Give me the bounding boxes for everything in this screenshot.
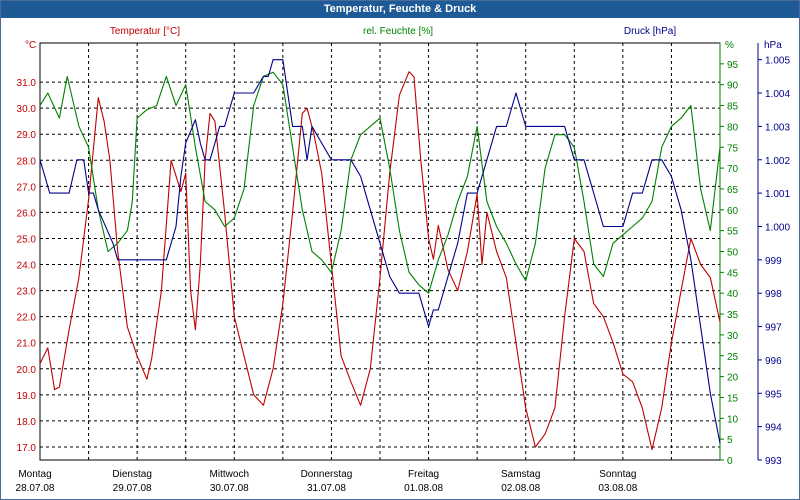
right-tick-label: 40 xyxy=(727,289,739,300)
legend-pressure: Druck [hPa] xyxy=(624,26,676,37)
temperature-line xyxy=(39,71,721,451)
day-date-label: 02.08.08 xyxy=(501,483,540,494)
day-name-label: Dienstag xyxy=(112,469,151,480)
legend-temperature: Temperatur [°C] xyxy=(110,26,180,37)
right-tick-label: 5 xyxy=(727,435,733,446)
right-tick-label: 15 xyxy=(727,393,739,404)
day-date-label: 29.07.08 xyxy=(113,483,152,494)
right2-tick-label: 994 xyxy=(765,423,782,434)
left-tick-label: 17.0 xyxy=(17,443,37,454)
left-tick-label: 22.0 xyxy=(17,313,37,324)
right2-tick-label: 1.005 xyxy=(765,56,790,67)
left-tick-label: 25.0 xyxy=(17,234,37,245)
right-tick-label: 25 xyxy=(727,352,739,363)
right2-axis-unit: hPa xyxy=(764,40,782,51)
right2-tick-label: 999 xyxy=(765,256,782,267)
left-tick-label: 31.0 xyxy=(17,78,37,89)
day-date-label: 03.08.08 xyxy=(598,483,637,494)
axis-labels: 31.0 30.0 29.0 28.0 27.0 26.0 25.0 24.0 23.0 22.0… xyxy=(16,56,791,494)
day-date-label: 31.07.08 xyxy=(307,483,346,494)
right-tick-label: 70 xyxy=(727,164,739,175)
right-tick-label: 65 xyxy=(727,185,739,196)
right-tick-label: 0 xyxy=(727,456,733,467)
day-date-label: 01.08.08 xyxy=(404,483,443,494)
right2-tick-label: 1.000 xyxy=(765,222,790,233)
right2-tick-label: 995 xyxy=(765,389,782,400)
left-tick-label: 19.0 xyxy=(17,391,37,402)
right-tick-label: 20 xyxy=(727,373,739,384)
legend-humidity: rel. Feuchte [%] xyxy=(363,26,433,37)
right-tick-label: 55 xyxy=(727,227,739,238)
right-axis-unit: % xyxy=(725,40,734,51)
right-tick-label: 30 xyxy=(727,331,739,342)
right2-tick-label: 998 xyxy=(765,289,782,300)
right-tick-label: 50 xyxy=(727,248,739,259)
left-axis-unit: °C xyxy=(25,40,36,51)
day-date-label: 28.07.08 xyxy=(16,483,55,494)
right2-tick-label: 1.001 xyxy=(765,189,790,200)
left-tick-label: 23.0 xyxy=(17,287,37,298)
right2-tick-label: 1.004 xyxy=(765,89,790,100)
right2-tick-label: 1.002 xyxy=(765,156,790,167)
right-tick-label: 60 xyxy=(727,206,739,217)
day-name-label: Mittwoch xyxy=(210,469,249,480)
right2-tick-label: 993 xyxy=(765,456,782,467)
right-tick-label: 75 xyxy=(727,143,739,154)
day-date-label: 30.07.08 xyxy=(210,483,249,494)
left-tick-label: 20.0 xyxy=(17,365,37,376)
axes xyxy=(39,42,762,461)
right-tick-label: 90 xyxy=(727,81,739,92)
left-tick-label: 18.0 xyxy=(17,417,37,428)
window-title: Temperatur, Feuchte & Druck xyxy=(1,1,799,18)
right-tick-label: 35 xyxy=(727,310,739,321)
pressure-line xyxy=(39,59,721,444)
day-name-label: Sonntag xyxy=(599,469,636,480)
right-tick-label: 95 xyxy=(727,60,739,71)
day-name-label: Freitag xyxy=(408,469,439,480)
right-tick-label: 85 xyxy=(727,102,739,113)
left-tick-label: 21.0 xyxy=(17,339,37,350)
left-tick-label: 28.0 xyxy=(17,156,37,167)
left-tick-label: 24.0 xyxy=(17,261,37,272)
day-name-label: Donnerstag xyxy=(301,469,353,480)
right2-tick-label: 997 xyxy=(765,323,782,334)
day-name-label: Montag xyxy=(18,469,51,480)
left-tick-label: 27.0 xyxy=(17,182,37,193)
grid xyxy=(40,43,720,460)
left-tick-label: 26.0 xyxy=(17,208,37,219)
right2-tick-label: 1.003 xyxy=(765,122,790,133)
right-tick-label: 45 xyxy=(727,268,739,279)
left-tick-label: 29.0 xyxy=(17,130,37,141)
right-tick-label: 10 xyxy=(727,414,739,425)
right-tick-label: 80 xyxy=(727,122,739,133)
right2-tick-label: 996 xyxy=(765,356,782,367)
series-lines xyxy=(39,59,721,451)
humidity-line xyxy=(39,71,721,294)
left-tick-label: 30.0 xyxy=(17,104,37,115)
day-name-label: Samstag xyxy=(501,469,540,480)
